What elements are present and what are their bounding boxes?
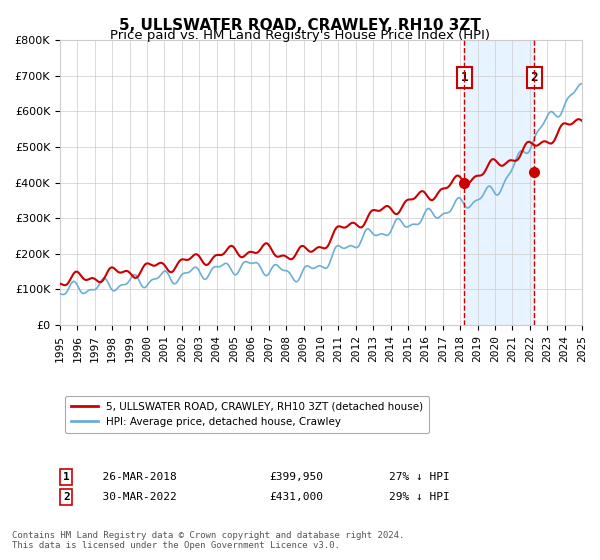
Legend: 5, ULLSWATER ROAD, CRAWLEY, RH10 3ZT (detached house), HPI: Average price, detac: 5, ULLSWATER ROAD, CRAWLEY, RH10 3ZT (de…: [65, 396, 429, 433]
Text: £399,950: £399,950: [269, 472, 323, 482]
Text: 2: 2: [63, 492, 70, 502]
Text: Contains HM Land Registry data © Crown copyright and database right 2024.
This d: Contains HM Land Registry data © Crown c…: [12, 530, 404, 550]
Text: 27% ↓ HPI: 27% ↓ HPI: [389, 472, 449, 482]
Text: 30-MAR-2022: 30-MAR-2022: [89, 492, 176, 502]
Text: 29% ↓ HPI: 29% ↓ HPI: [389, 492, 449, 502]
Text: 26-MAR-2018: 26-MAR-2018: [89, 472, 176, 482]
Text: £431,000: £431,000: [269, 492, 323, 502]
Text: 5, ULLSWATER ROAD, CRAWLEY, RH10 3ZT: 5, ULLSWATER ROAD, CRAWLEY, RH10 3ZT: [119, 18, 481, 33]
Text: 1: 1: [63, 472, 70, 482]
Text: Price paid vs. HM Land Registry's House Price Index (HPI): Price paid vs. HM Land Registry's House …: [110, 29, 490, 42]
Bar: [464, 40, 534, 325]
Text: 2: 2: [530, 71, 538, 84]
Text: 1: 1: [460, 71, 468, 84]
